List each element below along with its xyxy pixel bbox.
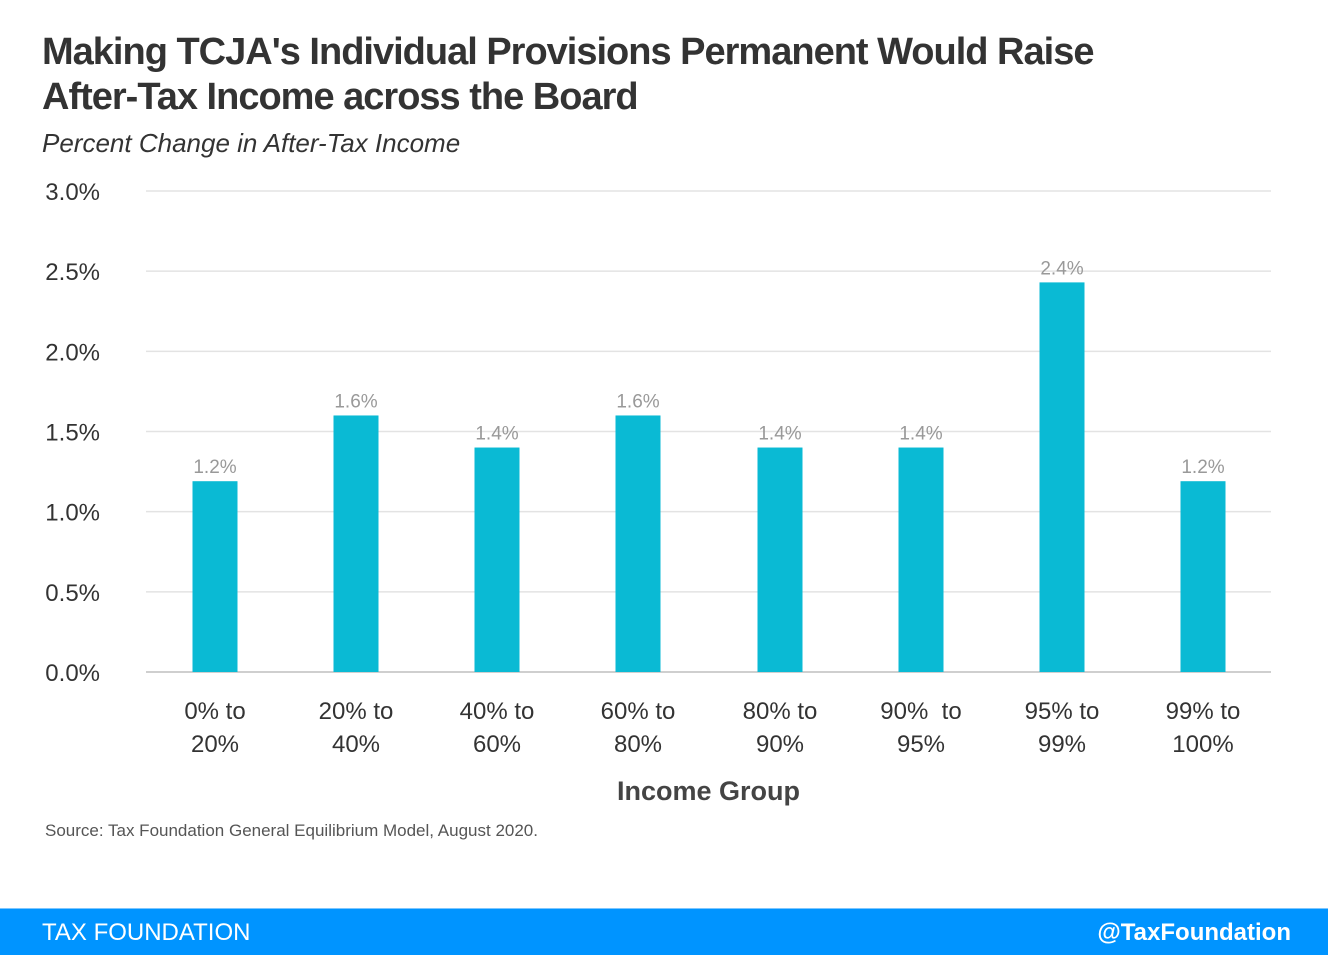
- y-tick-label: 0.0%: [45, 660, 100, 687]
- x-tick-label: 40%: [332, 731, 380, 758]
- bar: [474, 447, 520, 672]
- x-tick-label: 60%: [473, 731, 521, 758]
- y-tick-label: 0.5%: [45, 580, 100, 607]
- y-tick-label: 3.0%: [45, 179, 100, 206]
- bar: [898, 447, 944, 672]
- y-tick-label: 1.5%: [45, 420, 100, 447]
- bar: [757, 447, 803, 672]
- x-tick-label: 95% to: [1025, 698, 1100, 725]
- data-label: 1.4%: [758, 424, 801, 445]
- x-tick-label: 90% to: [880, 698, 961, 725]
- data-label: 1.2%: [193, 457, 236, 478]
- x-tick-label: 99% to: [1166, 698, 1241, 725]
- chart-title: Making TCJA's Individual Provisions Perm…: [42, 30, 1094, 120]
- bar: [1039, 282, 1085, 672]
- bar: [1180, 481, 1226, 672]
- x-tick-label: 90%: [756, 731, 804, 758]
- data-label: 2.4%: [1040, 258, 1083, 279]
- footer-bar: TAX FOUNDATION @TaxFoundation: [0, 908, 1328, 955]
- chart-subtitle: Percent Change in After-Tax Income: [42, 128, 461, 158]
- data-label: 1.6%: [334, 391, 377, 412]
- data-label: 1.4%: [475, 424, 518, 445]
- y-tick-label: 2.0%: [45, 339, 100, 366]
- source-note: Source: Tax Foundation General Equilibri…: [45, 821, 538, 840]
- data-label: 1.6%: [616, 391, 659, 412]
- x-tick-label: 20% to: [319, 698, 394, 725]
- x-tick-label: 100%: [1172, 731, 1233, 758]
- x-tick-label: 80%: [614, 731, 662, 758]
- footer-handle[interactable]: @TaxFoundation: [1097, 919, 1291, 946]
- x-tick-label: 0% to: [184, 698, 245, 725]
- data-label: 1.2%: [1181, 457, 1224, 478]
- x-tick-label: 99%: [1038, 731, 1086, 758]
- bar-chart: 0.0% 0.5% 1.0% 1.5% 2.0% 2.5% 3.0% 1.2% 0% to 20%…: [45, 179, 1271, 806]
- y-tick-label: 2.5%: [45, 259, 100, 286]
- bar: [615, 415, 661, 672]
- x-tick-label: 20%: [191, 731, 239, 758]
- title-line-1: Making TCJA's Individual Provisions Perm…: [42, 31, 1094, 73]
- x-tick-label: 95%: [897, 731, 945, 758]
- title-line-2: After-Tax Income across the Board: [42, 76, 639, 118]
- x-tick-label: 80% to: [743, 698, 818, 725]
- bar: [192, 481, 238, 672]
- y-tick-label: 1.0%: [45, 500, 100, 527]
- x-axis-title: Income Group: [617, 776, 800, 806]
- x-tick-label: 60% to: [601, 698, 676, 725]
- footer-brand: TAX FOUNDATION: [42, 919, 251, 946]
- data-label: 1.4%: [899, 424, 942, 445]
- bar: [333, 415, 379, 672]
- x-tick-label: 40% to: [460, 698, 535, 725]
